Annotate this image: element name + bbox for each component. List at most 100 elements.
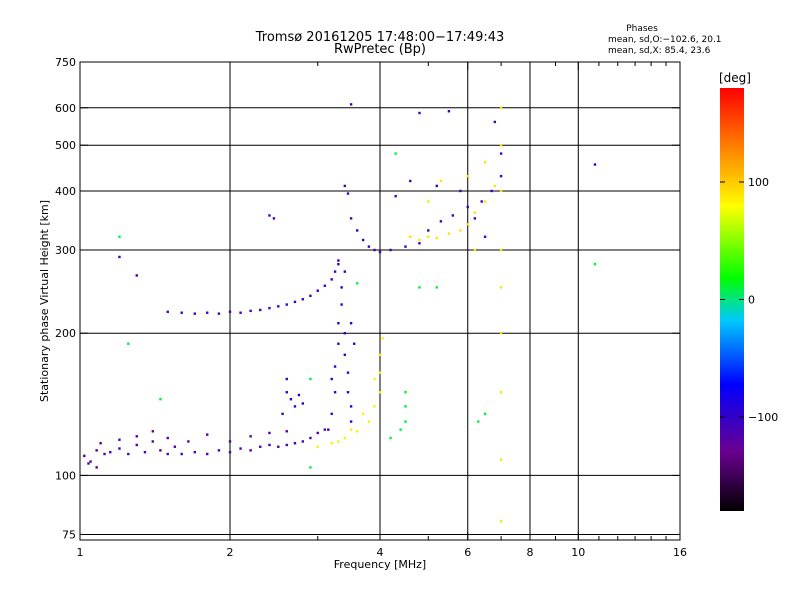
data-point xyxy=(173,445,177,448)
data-point xyxy=(309,377,312,381)
x-tick-label: 1 xyxy=(77,546,84,559)
data-point xyxy=(285,391,288,394)
data-point xyxy=(277,305,280,308)
data-point xyxy=(404,420,407,423)
data-point xyxy=(439,220,443,223)
phase-info-heading: Phases xyxy=(626,24,658,34)
y-tick-label: 100 xyxy=(55,469,76,482)
data-point xyxy=(409,179,412,183)
data-point xyxy=(346,371,350,374)
data-point xyxy=(285,430,288,433)
data-point xyxy=(135,274,138,277)
data-point xyxy=(333,391,337,394)
data-point xyxy=(293,405,297,408)
data-point xyxy=(447,110,451,113)
data-point xyxy=(293,442,297,445)
data-point xyxy=(473,217,477,220)
data-point xyxy=(323,284,327,287)
data-point xyxy=(480,200,483,203)
data-point xyxy=(330,377,333,381)
data-point xyxy=(118,447,121,450)
data-point xyxy=(297,393,301,397)
data-point xyxy=(373,377,376,381)
chart-title: Tromsø 20161205 17:48:00−17:49:43 xyxy=(255,30,505,45)
axes: 1 2 4 6 8 10 16 75 100 200 300 400 500 600 750 xyxy=(55,56,687,559)
data-point xyxy=(340,286,343,289)
data-point xyxy=(285,377,288,381)
data-point xyxy=(95,466,98,469)
data-point xyxy=(346,192,350,195)
data-point xyxy=(473,248,477,252)
data-point xyxy=(346,391,350,394)
data-point xyxy=(103,452,106,456)
data-point xyxy=(466,223,469,226)
data-point xyxy=(281,412,284,416)
data-point xyxy=(293,300,297,304)
data-point xyxy=(466,205,469,209)
data-point xyxy=(499,248,503,252)
data-point xyxy=(349,103,353,106)
data-point xyxy=(316,289,319,292)
data-point xyxy=(483,412,487,416)
data-point xyxy=(166,310,169,313)
data-point xyxy=(95,449,98,452)
data-point xyxy=(337,342,340,345)
data-point xyxy=(378,250,382,254)
data-point xyxy=(166,436,169,440)
y-tick-label: 600 xyxy=(55,102,76,115)
data-point xyxy=(378,371,382,374)
data-point xyxy=(330,278,333,281)
data-point xyxy=(259,308,262,312)
data-point xyxy=(361,412,365,416)
data-point xyxy=(249,309,252,313)
data-point xyxy=(228,310,232,313)
data-point xyxy=(418,111,421,115)
data-point xyxy=(435,184,438,188)
data-point xyxy=(205,433,209,436)
data-point xyxy=(217,312,221,315)
data-point xyxy=(367,420,371,423)
data-point xyxy=(205,452,209,456)
data-point xyxy=(285,303,288,306)
data-points xyxy=(83,103,597,523)
data-point xyxy=(483,200,487,203)
data-point xyxy=(394,152,397,155)
data-point xyxy=(343,184,347,188)
data-point xyxy=(349,420,353,423)
data-point xyxy=(239,311,242,314)
x-tick-label: 10 xyxy=(571,546,585,559)
data-point xyxy=(239,447,242,450)
data-point xyxy=(249,435,252,438)
data-point xyxy=(180,311,183,314)
data-point xyxy=(493,184,497,188)
data-point xyxy=(459,189,462,193)
y-tick-label: 500 xyxy=(55,139,76,152)
x-axis-label: Frequency [MHz] xyxy=(334,558,426,571)
data-point xyxy=(127,452,130,456)
data-point xyxy=(451,214,455,217)
data-point xyxy=(373,248,376,252)
data-point xyxy=(373,405,376,408)
data-point xyxy=(477,420,480,423)
data-point xyxy=(483,161,487,164)
data-point xyxy=(89,460,92,463)
data-point xyxy=(259,445,262,448)
data-point xyxy=(493,120,497,124)
data-point xyxy=(399,428,402,431)
data-point xyxy=(327,428,330,431)
data-point xyxy=(404,391,407,394)
data-point xyxy=(466,174,469,178)
data-point xyxy=(118,255,121,259)
data-point xyxy=(330,412,333,416)
data-point xyxy=(99,442,102,445)
data-point xyxy=(159,397,162,401)
data-point xyxy=(435,236,438,240)
data-point xyxy=(228,440,232,443)
data-point xyxy=(316,431,319,435)
data-point xyxy=(355,430,359,433)
data-point xyxy=(330,442,333,445)
data-point xyxy=(289,397,293,401)
data-point xyxy=(439,179,443,183)
data-point xyxy=(349,405,353,408)
